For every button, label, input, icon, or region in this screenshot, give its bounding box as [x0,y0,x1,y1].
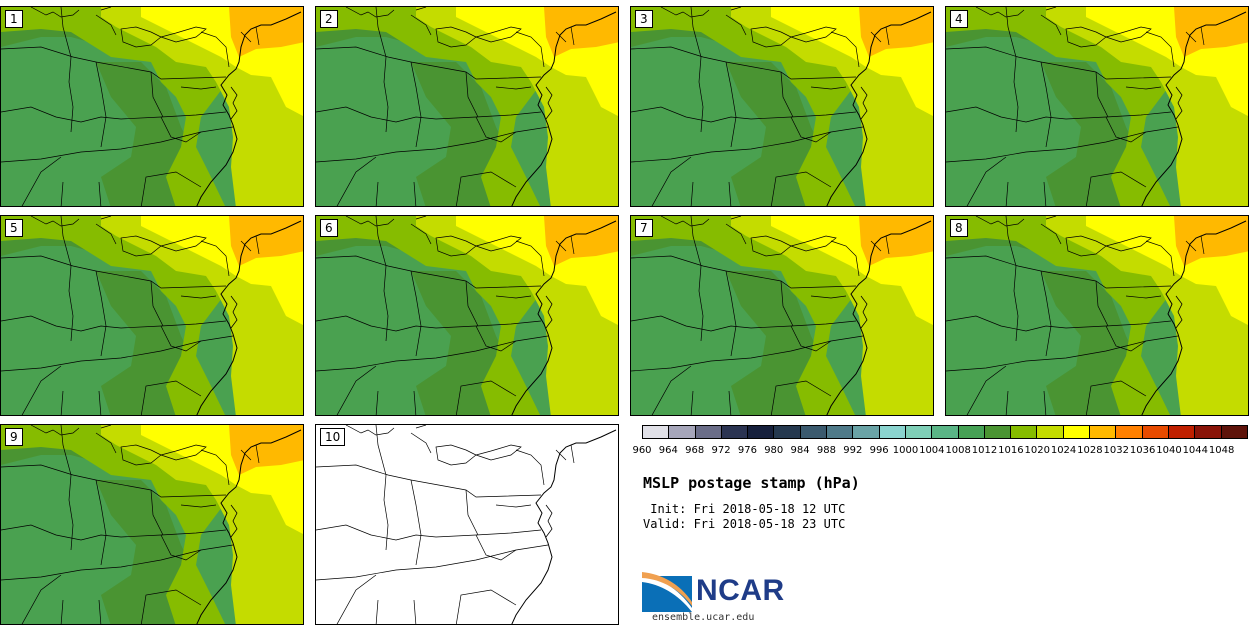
panel-number: 1 [5,10,23,28]
panel-number: 5 [5,219,23,237]
colorbar-tick-label: 976 [737,445,757,456]
colorbar-tick-label: 1044 [1182,445,1209,456]
colorbar-swatch [748,426,775,438]
colorbar-legend: 960 964 968 972 976 980 984 988 992 996 1000 1004 10… [632,425,1248,461]
forecast-panel-7: 7 [630,215,934,416]
mslp-map [316,216,618,415]
colorbar-tick-label: 980 [764,445,784,456]
colorbar-swatch [1090,426,1117,438]
colorbar-swatch [1168,426,1196,438]
colorbar-tick-label: 1040 [1156,445,1182,456]
colorbar-tick-label: 1032 [1103,445,1129,456]
colorbar-tick-label: 1028 [1077,445,1103,456]
panel-number: 3 [635,10,653,28]
forecast-panel-2: 2 [315,6,619,207]
colorbar-labels: 960 964 968 972 976 980 984 988 992 996 1000 1004 10… [632,445,1248,459]
colorbar-swatch [1116,426,1143,438]
forecast-panel-6: 6 [315,215,619,416]
colorbar-swatch [1195,426,1222,438]
panel-number: 7 [635,219,653,237]
colorbar-swatch [800,426,828,438]
panel-number: 8 [950,219,968,237]
colorbar-swatch [879,426,906,438]
init-time: Init: Fri 2018-05-18 12 UTC [643,502,846,516]
colorbar-tick-label: 996 [869,445,889,456]
colorbar-tick-label: 972 [711,445,731,456]
mslp-map [1,7,303,206]
forecast-panel-8: 8 [945,215,1249,416]
colorbar-tick-label: 1008 [945,445,971,456]
colorbar-tick-label: 960 [632,445,652,456]
mslp-map [946,7,1248,206]
colorbar-swatch [853,426,880,438]
colorbar-swatch [1221,426,1247,438]
colorbar-tick-label: 988 [816,445,836,456]
colorbar-tick-label: 968 [685,445,705,456]
blank-map [316,425,617,624]
forecast-panel-4: 4 [945,6,1249,207]
colorbar-tick-label: 1024 [1050,445,1077,456]
forecast-panel-5: 5 [0,215,304,416]
colorbar-tick-label: 1048 [1208,445,1235,456]
mslp-map [1,216,303,415]
colorbar-swatch [932,426,959,438]
colorbar-tick-label: 1036 [1129,445,1156,456]
colorbar-tick-label: 1016 [998,445,1024,456]
chart-title: MSLP postage stamp (hPa) [643,474,860,492]
forecast-panel-3: 3 [630,6,934,207]
colorbar-tick-label: 992 [843,445,863,456]
colorbar-tick-label: 1012 [971,445,998,456]
colorbar-swatch [1063,426,1091,438]
mslp-map [631,216,933,415]
colorbar-tick-label: 1000 [892,445,919,456]
colorbar-tick-label: 964 [658,445,678,456]
colorbar-swatch [827,426,854,438]
panel-number: 2 [320,10,338,28]
panel-number: 9 [5,428,23,446]
colorbar-swatches [642,425,1248,439]
valid-time: Valid: Fri 2018-05-18 23 UTC [643,517,846,531]
colorbar-swatch [1142,426,1169,438]
colorbar-tick-label: 984 [790,445,810,456]
colorbar-tick-label: 1020 [1024,445,1050,456]
forecast-panel-9: 9 [0,424,304,625]
forecast-panel-10: 10 [315,424,619,625]
website-link[interactable]: ensemble.ucar.edu [652,612,755,623]
colorbar-swatch [905,426,933,438]
mslp-map [631,7,933,206]
colorbar-swatch [984,426,1012,438]
colorbar-swatch [774,426,801,438]
colorbar-swatch [958,426,985,438]
colorbar-swatch [669,426,696,438]
colorbar-swatch [721,426,749,438]
panel-number: 4 [950,10,968,28]
mslp-map [1,425,303,624]
mslp-map [316,7,618,206]
colorbar-tick-label: 1004 [919,445,945,456]
ncar-logo-text: NCAR [696,574,785,607]
ncar-logo-icon [642,572,692,612]
colorbar-swatch [695,426,722,438]
mslp-map [946,216,1248,415]
ncar-logo[interactable]: NCAR [642,570,792,616]
colorbar-swatch [643,426,670,438]
panel-number: 10 [320,428,346,446]
colorbar-swatch [1037,426,1064,438]
forecast-panel-1: 1 [0,6,304,207]
panel-number: 6 [320,219,338,237]
colorbar-swatch [1011,426,1038,438]
